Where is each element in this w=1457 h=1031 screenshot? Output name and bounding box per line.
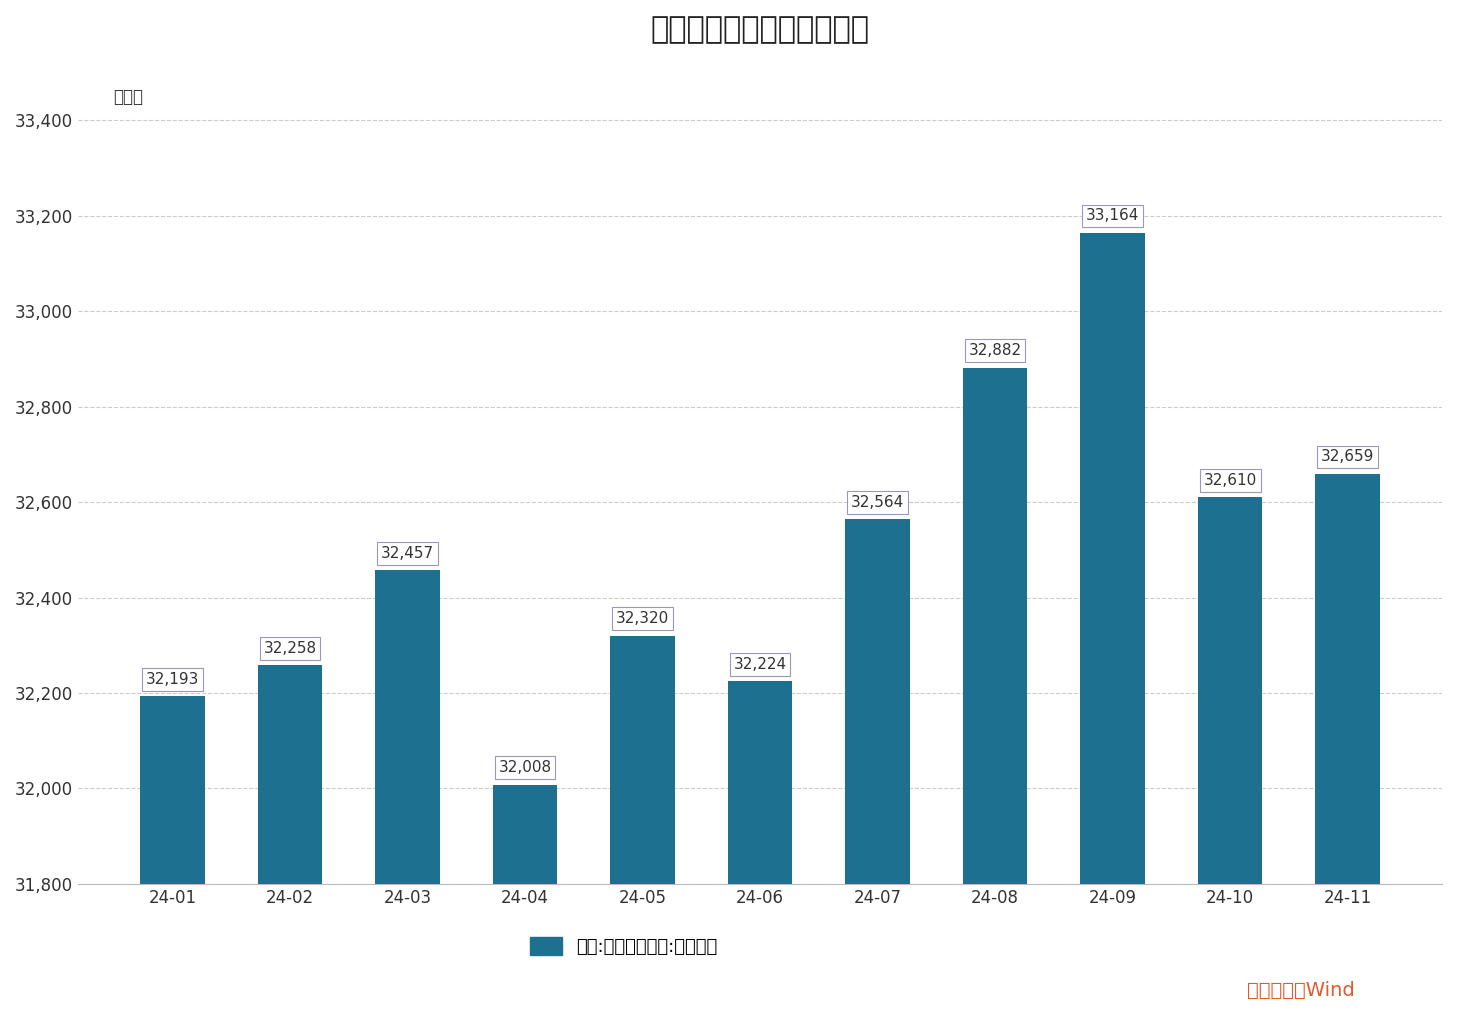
Bar xyxy=(374,570,440,884)
Text: 32,224: 32,224 xyxy=(733,657,787,672)
Bar xyxy=(1198,497,1262,884)
Text: 32,320: 32,320 xyxy=(616,611,669,626)
Bar xyxy=(963,368,1027,884)
Bar xyxy=(727,681,793,884)
Text: 32,610: 32,610 xyxy=(1203,473,1257,488)
Text: 32,564: 32,564 xyxy=(851,495,905,509)
Legend: 中国:官方储备资产:外汇储备: 中国:官方储备资产:外汇储备 xyxy=(529,936,718,956)
Text: 32,882: 32,882 xyxy=(969,343,1021,358)
Text: 亿美元: 亿美元 xyxy=(114,88,144,106)
Bar xyxy=(1080,233,1145,884)
Text: 32,659: 32,659 xyxy=(1321,450,1374,464)
Text: 32,258: 32,258 xyxy=(264,640,316,656)
Text: 33,164: 33,164 xyxy=(1085,208,1139,224)
Bar xyxy=(258,665,322,884)
Text: 32,457: 32,457 xyxy=(380,545,434,561)
Bar xyxy=(1316,474,1380,884)
Text: 32,008: 32,008 xyxy=(498,760,552,775)
Title: 我国外汇储备规模变化情况: 我国外汇储备规模变化情况 xyxy=(651,15,870,44)
Bar xyxy=(845,520,911,884)
Text: 数据来源：Wind: 数据来源：Wind xyxy=(1247,982,1355,1000)
Text: 32,193: 32,193 xyxy=(146,672,200,687)
Bar xyxy=(492,785,558,884)
Bar xyxy=(140,696,205,884)
Bar xyxy=(610,636,675,884)
